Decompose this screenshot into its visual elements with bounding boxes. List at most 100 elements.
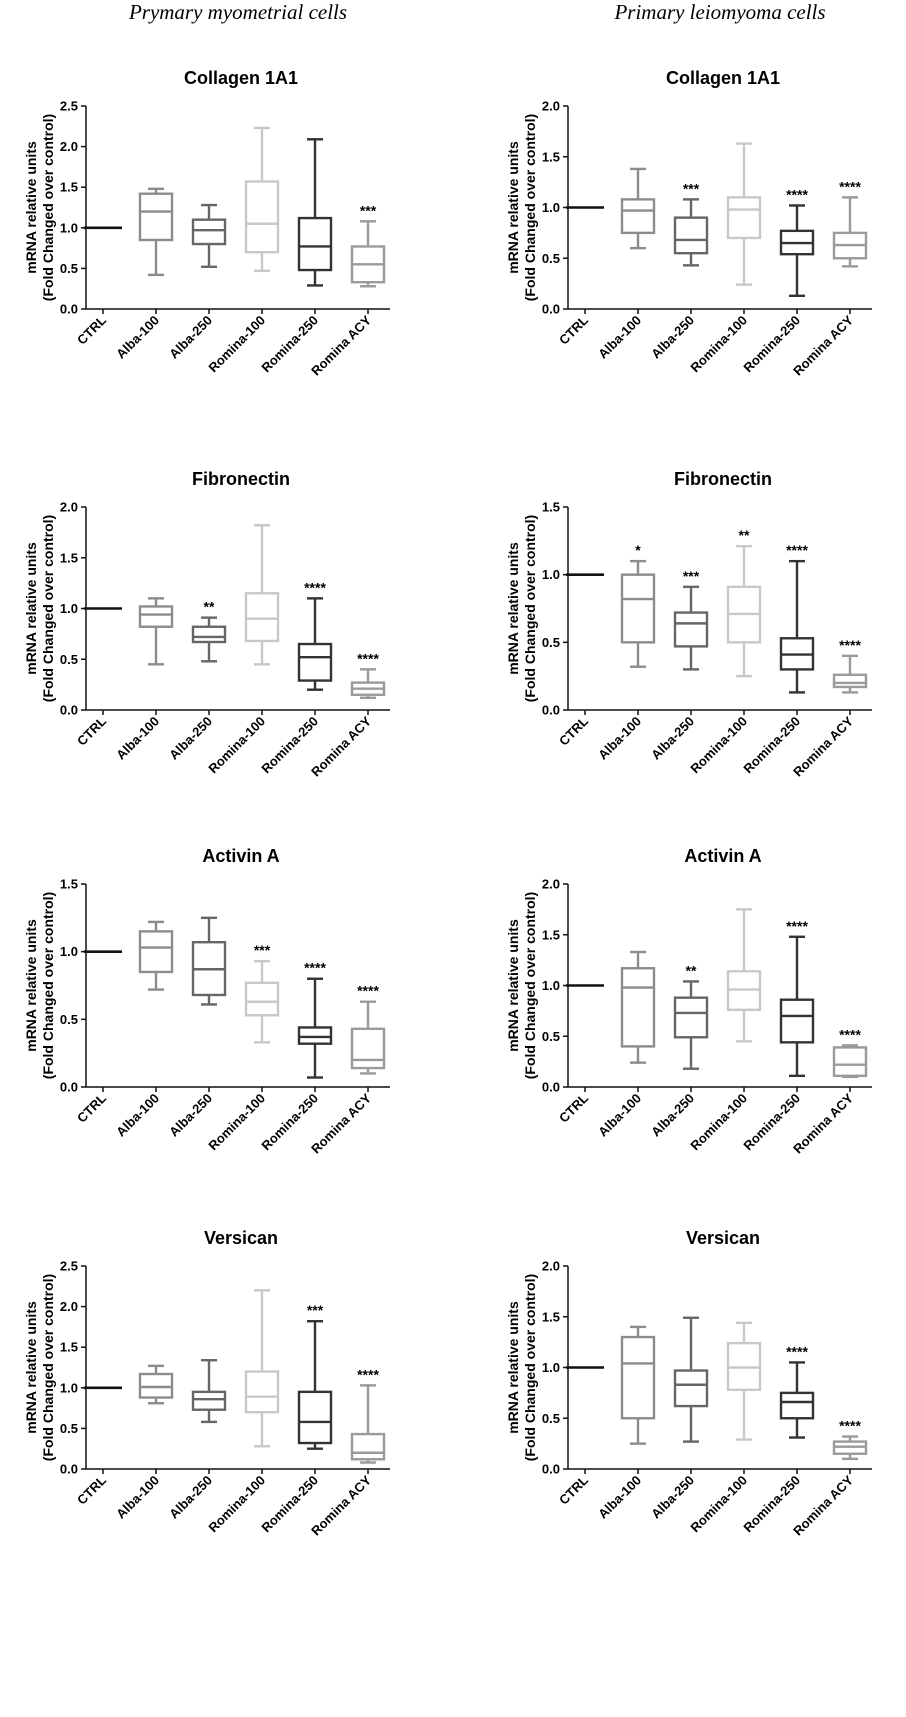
- box: [779, 1391, 815, 1420]
- box: [191, 625, 227, 644]
- box-plot-alba-100: [620, 167, 656, 250]
- box-plot-alba-100: [138, 187, 174, 277]
- significance-marker: ***: [360, 202, 377, 218]
- box-plot-romina-acy: [350, 1384, 386, 1464]
- box: [673, 1369, 709, 1408]
- y-tick-label: 0.5: [60, 261, 78, 276]
- box: [620, 573, 656, 644]
- box-plot-alba-100: [138, 597, 174, 666]
- box-plot-alba-100: [620, 559, 656, 668]
- significance-marker: ***: [307, 1302, 324, 1318]
- box: [191, 218, 227, 246]
- x-tick-label: CTRL: [556, 1472, 591, 1507]
- box-plot-romina-acy: [832, 1044, 868, 1079]
- significance-marker: ****: [839, 1418, 861, 1434]
- x-tick-label: CTRL: [74, 1090, 109, 1125]
- x-tick-label: CTRL: [556, 312, 591, 347]
- x-tick-label: Alba-100: [595, 714, 644, 763]
- significance-marker: ****: [786, 542, 808, 558]
- x-tick-label: Alba-100: [113, 313, 162, 362]
- box-plot-romina-100: [244, 524, 280, 666]
- box: [244, 180, 280, 254]
- x-tick-label: Alba-100: [595, 1473, 644, 1522]
- box: [620, 967, 656, 1048]
- panel-title: Collagen 1A1: [666, 68, 780, 88]
- box-plot-romina-100: [726, 1321, 762, 1441]
- y-axis-label: mRNA relative units: [505, 141, 521, 274]
- y-tick-label: 2.0: [542, 1259, 560, 1274]
- x-tick-label: Alba-100: [113, 1091, 162, 1140]
- box-plot-romina-100: [244, 126, 280, 273]
- box: [350, 1027, 386, 1070]
- y-tick-label: 0.5: [542, 1029, 560, 1044]
- y-tick-label: 2.0: [542, 99, 560, 114]
- y-tick-label: 1.5: [542, 500, 560, 515]
- box-plot-alba-100: [138, 1364, 174, 1405]
- box-plot-romina-100: [244, 959, 280, 1044]
- y-tick-label: 1.0: [542, 978, 560, 993]
- y-tick-label: 0.0: [542, 703, 560, 718]
- box: [138, 605, 174, 628]
- box-plot-romina-250: [779, 1361, 815, 1439]
- y-axis-label: mRNA relative units: [23, 542, 39, 675]
- x-tick-label: CTRL: [74, 713, 109, 748]
- y-axis-label: (Fold Changed over control): [40, 114, 56, 301]
- y-tick-label: 1.5: [60, 180, 78, 195]
- significance-marker: ****: [357, 1366, 379, 1382]
- y-tick-label: 2.0: [60, 139, 78, 154]
- significance-marker: ****: [839, 178, 861, 194]
- box: [673, 216, 709, 255]
- box: [297, 1026, 333, 1045]
- significance-marker: ***: [683, 568, 700, 584]
- box-plot-alba-250: [191, 916, 227, 1006]
- box-plot-romina-250: [297, 1320, 333, 1450]
- y-tick-label: 0.5: [60, 1421, 78, 1436]
- significance-marker: ****: [786, 1343, 808, 1359]
- x-tick-label: Alba-250: [166, 1473, 215, 1522]
- box-plot-romina-acy: [832, 196, 868, 268]
- panel-title: Activin A: [202, 846, 279, 866]
- chart-panel: Activin A mRNA relative units (Fold Change…: [23, 846, 390, 1156]
- box: [244, 981, 280, 1017]
- x-tick-label: Alba-250: [648, 1091, 697, 1140]
- y-tick-label: 0.0: [542, 302, 560, 317]
- y-axis-label: mRNA relative units: [23, 141, 39, 274]
- box: [138, 930, 174, 974]
- x-tick-label: Alba-250: [648, 1473, 697, 1522]
- chart-panel: Versican mRNA relative units (Fold Changed…: [23, 1228, 390, 1538]
- y-axis-label: mRNA relative units: [505, 1301, 521, 1434]
- box-plot-alba-250: [191, 1358, 227, 1424]
- significance-marker: ***: [254, 942, 271, 958]
- box: [832, 673, 868, 689]
- column-title-myometrial: Prymary myometrial cells: [128, 0, 347, 24]
- y-tick-label: 0.0: [60, 703, 78, 718]
- y-axis-label: (Fold Changed over control): [40, 892, 56, 1079]
- significance-marker: ****: [786, 186, 808, 202]
- panel-title: Versican: [686, 1228, 760, 1248]
- significance-marker: ****: [786, 918, 808, 934]
- significance-marker: ****: [839, 637, 861, 653]
- y-tick-label: 2.5: [60, 99, 78, 114]
- y-tick-label: 1.0: [542, 200, 560, 215]
- box: [138, 192, 174, 242]
- y-tick-label: 0.0: [542, 1080, 560, 1095]
- y-tick-label: 1.5: [542, 927, 560, 942]
- x-tick-label: Alba-250: [166, 313, 215, 362]
- x-tick-label: Alba-250: [166, 1091, 215, 1140]
- y-tick-label: 0.5: [60, 1012, 78, 1027]
- significance-marker: **: [739, 527, 750, 543]
- box-plot-romina-250: [297, 597, 333, 691]
- significance-marker: ****: [304, 960, 326, 976]
- y-tick-label: 1.5: [60, 877, 78, 892]
- y-tick-label: 2.0: [542, 877, 560, 892]
- y-axis-label: (Fold Changed over control): [522, 1274, 538, 1461]
- box-plot-romina-250: [297, 138, 333, 287]
- box-plot-romina-100: [726, 142, 762, 286]
- box: [191, 1390, 227, 1411]
- y-tick-label: 0.0: [542, 1462, 560, 1477]
- chart-panel: Collagen 1A1 mRNA relative units (Fold Cha…: [505, 68, 872, 378]
- box-plot-romina-acy: [832, 1435, 868, 1461]
- box-plot-alba-250: [673, 585, 709, 671]
- x-tick-label: CTRL: [556, 1090, 591, 1125]
